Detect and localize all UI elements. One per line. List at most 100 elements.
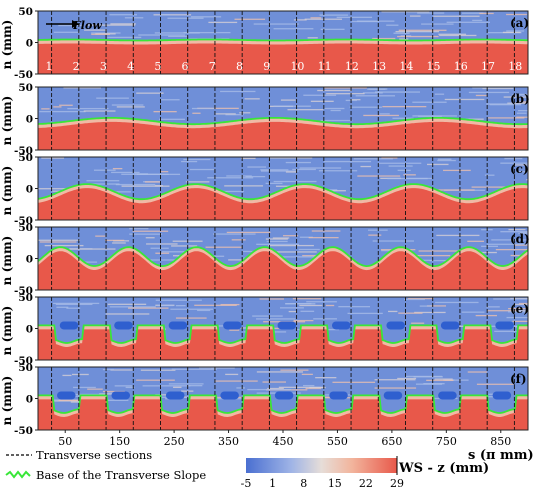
panel-6: (f) 50 0 -50n (mm) — [0, 362, 529, 437]
field-streak — [91, 32, 121, 34]
field-streak — [323, 160, 372, 163]
field-streak — [489, 104, 522, 106]
field-streak — [280, 369, 309, 371]
field-streak — [62, 374, 72, 377]
field-streak — [155, 394, 171, 396]
section-number: 16 — [454, 60, 468, 73]
field-streak — [265, 182, 283, 185]
field-streak — [234, 18, 266, 20]
field-streak — [112, 167, 123, 170]
field-streak — [491, 239, 527, 241]
panel-field — [38, 227, 528, 290]
field-streak — [426, 305, 447, 307]
deep-pocket — [165, 391, 185, 400]
field-streak — [65, 393, 104, 396]
field-streak — [421, 23, 454, 25]
field-streak — [481, 245, 499, 248]
field-streak — [308, 236, 339, 239]
field-streak — [471, 186, 519, 188]
field-streak — [319, 14, 349, 16]
field-streak — [160, 14, 170, 16]
field-streak — [220, 303, 240, 306]
x-tick-label: 250 — [164, 435, 185, 448]
field-streak — [397, 377, 417, 380]
field-streak — [266, 240, 288, 243]
x-tick-label: 650 — [381, 435, 402, 448]
field-streak — [317, 89, 352, 92]
field-streak — [224, 185, 264, 187]
field-streak — [438, 33, 467, 35]
colorbar-tick-label: 1 — [269, 477, 276, 490]
colorbar-gradient — [246, 458, 397, 473]
y-tick-label: 0 — [26, 38, 33, 50]
field-streak — [41, 157, 65, 159]
field-streak — [124, 17, 144, 19]
field-streak — [407, 297, 434, 300]
field-streak — [104, 239, 125, 242]
field-streak — [116, 106, 145, 108]
field-streak — [511, 94, 528, 96]
flow-arrow-head — [72, 20, 79, 28]
field-streak — [71, 373, 89, 376]
field-streak — [414, 311, 446, 314]
field-streak — [268, 157, 313, 159]
field-streak — [38, 239, 81, 241]
field-streak — [93, 169, 116, 171]
field-streak — [404, 298, 425, 301]
section-number: 1 — [45, 60, 52, 73]
field-streak — [508, 308, 528, 310]
field-streak — [197, 107, 239, 110]
field-streak — [468, 91, 510, 94]
field-streak — [256, 371, 304, 373]
field-streak — [109, 14, 137, 16]
panels-group: (a)500-50n (mm) 1 2 3 4 5 6 7 8 9 10 11 12 13 14 15 16 17… — [0, 6, 530, 437]
section-number: 14 — [399, 60, 413, 73]
y-axis-label: n (mm) — [0, 96, 14, 146]
field-streak — [504, 157, 523, 160]
panel-field — [38, 367, 528, 430]
x-axis: 50 150 250 350 450 550 650 750 850 — [58, 430, 511, 448]
legend-label-slope: Base of the Transverse Slope — [36, 468, 206, 482]
field-streak — [298, 248, 320, 251]
field-streak — [39, 241, 77, 243]
field-streak — [306, 301, 337, 303]
field-streak — [513, 164, 528, 166]
field-streak — [253, 23, 299, 25]
field-streak — [270, 251, 317, 253]
field-streak — [506, 30, 525, 32]
y-axis-label: n (mm) — [0, 20, 14, 70]
field-streak — [299, 304, 323, 307]
field-streak — [514, 244, 528, 246]
field-streak — [397, 35, 439, 38]
field-streak — [245, 175, 266, 178]
panel-label: (c) — [510, 162, 529, 176]
field-streak — [74, 395, 83, 397]
field-streak — [507, 311, 528, 313]
field-streak — [229, 329, 240, 331]
field-streak — [285, 171, 297, 173]
field-streak — [168, 35, 188, 38]
deep-pocket — [277, 321, 297, 330]
section-number: 18 — [508, 60, 522, 73]
field-streak — [63, 87, 102, 89]
field-streak — [433, 15, 480, 17]
field-streak — [191, 107, 216, 110]
colorbar-tick-label: 22 — [359, 477, 373, 490]
field-streak — [267, 387, 284, 390]
field-streak — [403, 174, 416, 176]
y-tick-label: 50 — [18, 6, 33, 18]
y-tick-label: 0 — [26, 114, 33, 126]
field-streak — [416, 397, 458, 400]
field-streak — [207, 177, 254, 179]
field-streak — [418, 250, 462, 252]
field-streak — [183, 158, 211, 161]
field-streak — [318, 170, 358, 172]
panel-label: (b) — [510, 92, 530, 106]
colorbar: WS - z (mm) -5 1 8 15 22 29 — [241, 456, 489, 490]
y-tick-label: 0 — [26, 324, 33, 336]
field-streak — [69, 248, 116, 250]
y-tick-label: -50 — [14, 285, 33, 297]
field-streak — [516, 112, 527, 114]
field-streak — [87, 24, 136, 26]
field-streak — [332, 381, 376, 383]
